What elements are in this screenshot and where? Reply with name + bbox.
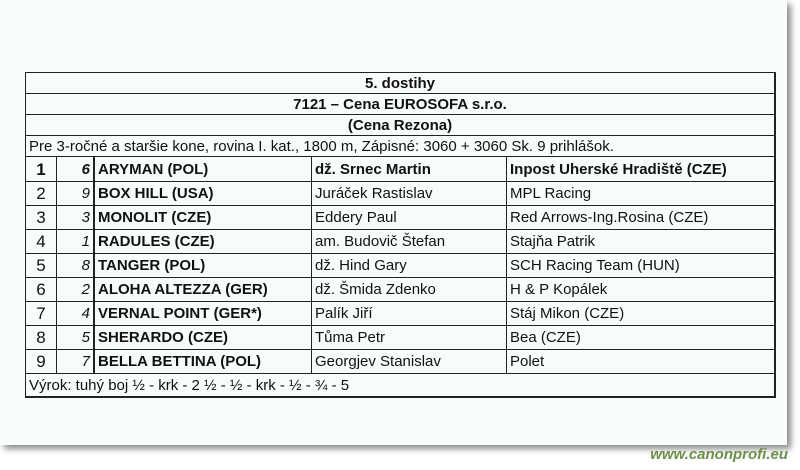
table-row: 7 4 VERNAL POINT (GER*) Palík Jiří Stáj Miko… <box>25 301 776 326</box>
cell-jockey: Juráček Rastislav <box>311 181 507 206</box>
race-name: 7121 – Cena EUROSOFA s.r.o. <box>25 93 776 115</box>
cell-owner: Stáj Mikon (CZE) <box>506 301 776 326</box>
table-row: 6 2 ALOHA ALTEZZA (GER) dž. Šmida Zdenko H &… <box>25 277 776 302</box>
cell-number: 4 <box>56 301 95 326</box>
cell-jockey: Eddery Paul <box>311 205 507 230</box>
cell-owner: Stajňa Patrik <box>506 229 776 254</box>
cell-owner: H & P Kopálek <box>506 277 776 302</box>
table-row: 5 8 TANGER (POL) dž. Hind Gary SCH Racing Te… <box>25 253 776 278</box>
cell-number: 3 <box>56 205 95 230</box>
cell-horse: RADULES (CZE) <box>93 229 312 254</box>
cell-number: 5 <box>56 325 95 350</box>
cell-number: 1 <box>56 229 95 254</box>
document-card: 5. dostihy 7121 – Cena EUROSOFA s.r.o. (… <box>25 72 776 398</box>
cell-horse: ALOHA ALTEZZA (GER) <box>93 277 312 302</box>
cell-place: 3 <box>25 205 57 230</box>
table-row: 8 5 SHERARDO (CZE) Tůma Petr Bea (CZE) <box>25 325 776 350</box>
cell-owner: Bea (CZE) <box>506 325 776 350</box>
cell-jockey: Georgjev Stanislav <box>311 349 507 374</box>
table-row: 4 1 RADULES (CZE) am. Budovič Štefan Stajňa … <box>25 229 776 254</box>
cell-place: 4 <box>25 229 57 254</box>
cell-horse: BELLA BETTINA (POL) <box>93 349 312 374</box>
cell-owner: Red Arrows-Ing.Rosina (CZE) <box>506 205 776 230</box>
table-row: 1 6 ARYMAN (POL) dž. Srnec Martin Inpost Uhe… <box>25 156 776 182</box>
cell-place: 8 <box>25 325 57 350</box>
cell-number: 6 <box>56 156 95 182</box>
cell-jockey: Palík Jiří <box>311 301 507 326</box>
cell-place: 2 <box>25 181 57 206</box>
cell-number: 9 <box>56 181 95 206</box>
cell-jockey: dž. Hind Gary <box>311 253 507 278</box>
cell-number: 7 <box>56 349 95 374</box>
cell-place: 6 <box>25 277 57 302</box>
cell-number: 8 <box>56 253 95 278</box>
cell-jockey: dž. Srnec Martin <box>311 156 507 182</box>
race-subtitle: (Cena Rezona) <box>25 114 776 136</box>
cell-number: 2 <box>56 277 95 302</box>
table-row: 3 3 MONOLIT (CZE) Eddery Paul Red Arrows-Ing… <box>25 205 776 230</box>
race-conditions: Pre 3-ročné a staršie kone, rovina I. ka… <box>25 135 776 157</box>
cell-horse: MONOLIT (CZE) <box>93 205 312 230</box>
cell-horse: VERNAL POINT (GER*) <box>93 301 312 326</box>
cell-horse: BOX HILL (USA) <box>93 181 312 206</box>
cell-place: 5 <box>25 253 57 278</box>
cell-jockey: dž. Šmida Zdenko <box>311 277 507 302</box>
cell-place: 9 <box>25 349 57 374</box>
cell-place: 7 <box>25 301 57 326</box>
table-row: 2 9 BOX HILL (USA) Juráček Rastislav MPL Rac… <box>25 181 776 206</box>
cell-owner: Polet <box>506 349 776 374</box>
cell-place: 1 <box>25 156 57 182</box>
cell-horse: TANGER (POL) <box>93 253 312 278</box>
cell-horse: SHERARDO (CZE) <box>93 325 312 350</box>
cell-jockey: Tůma Petr <box>311 325 507 350</box>
verdict: Výrok: tuhý boj ½ - krk - 2 ½ - ½ - krk … <box>25 373 776 398</box>
race-title: 5. dostihy <box>25 72 776 94</box>
cell-owner: MPL Racing <box>506 181 776 206</box>
race-results-table: 5. dostihy 7121 – Cena EUROSOFA s.r.o. (… <box>25 72 776 398</box>
table-row: 9 7 BELLA BETTINA (POL) Georgjev Stanislav P… <box>25 349 776 374</box>
cell-horse: ARYMAN (POL) <box>93 156 312 182</box>
watermark: www.canonprofi.eu <box>650 446 788 463</box>
cell-owner: Inpost Uherské Hradiště (CZE) <box>506 156 776 182</box>
cell-jockey: am. Budovič Štefan <box>311 229 507 254</box>
cell-owner: SCH Racing Team (HUN) <box>506 253 776 278</box>
